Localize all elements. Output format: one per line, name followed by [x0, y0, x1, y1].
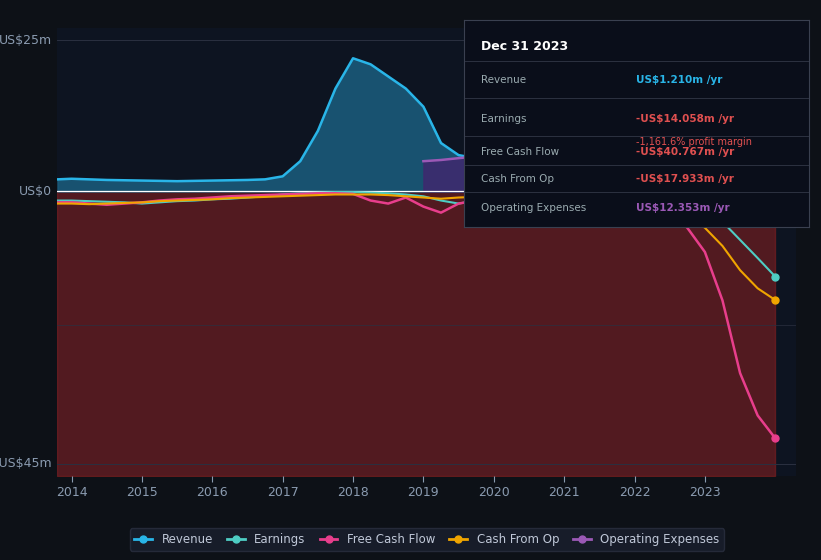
Legend: Revenue, Earnings, Free Cash Flow, Cash From Op, Operating Expenses: Revenue, Earnings, Free Cash Flow, Cash … [130, 528, 724, 550]
Text: Operating Expenses: Operating Expenses [481, 203, 586, 213]
Text: Cash From Op: Cash From Op [481, 174, 554, 184]
Text: US$0: US$0 [18, 185, 52, 198]
Text: -US$14.058m /yr: -US$14.058m /yr [636, 114, 734, 124]
Text: US$25m: US$25m [0, 34, 52, 46]
Text: US$1.210m /yr: US$1.210m /yr [636, 74, 722, 85]
Text: -US$45m: -US$45m [0, 458, 52, 470]
Text: Dec 31 2023: Dec 31 2023 [481, 40, 568, 53]
Text: -1,161.6% profit margin: -1,161.6% profit margin [636, 137, 752, 147]
Text: -US$40.767m /yr: -US$40.767m /yr [636, 147, 735, 157]
Text: -US$17.933m /yr: -US$17.933m /yr [636, 174, 734, 184]
Text: Earnings: Earnings [481, 114, 526, 124]
Text: US$12.353m /yr: US$12.353m /yr [636, 203, 730, 213]
Text: Revenue: Revenue [481, 74, 526, 85]
Text: Free Cash Flow: Free Cash Flow [481, 147, 559, 157]
